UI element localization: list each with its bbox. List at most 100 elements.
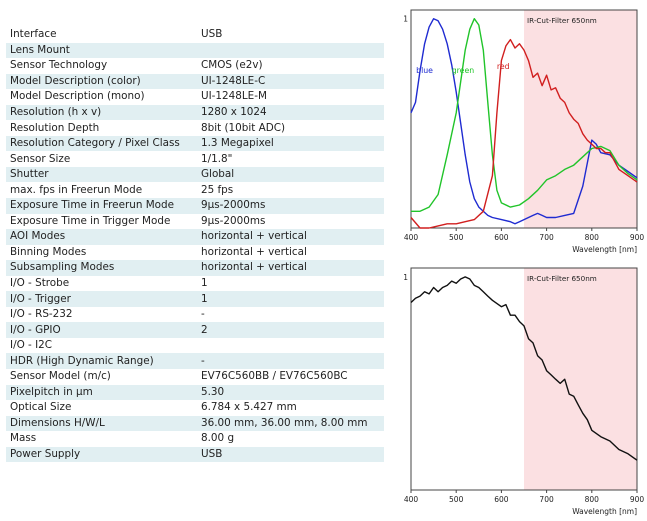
x-tick-label: 400 (404, 233, 419, 242)
plot-frame (410, 267, 638, 491)
spec-label: I/O - RS-232 (10, 308, 73, 321)
spec-label: Interface (10, 28, 57, 41)
table-row: Sensor Model (m/c) EV76C560BB / EV76C560B… (6, 369, 384, 385)
spec-label: Resolution Depth (10, 121, 100, 134)
table-row: Binning Modes horizontal + vertical (6, 244, 384, 261)
spectral-response-chart-mono: IR-Cut-Filter 650nm 1 400 500 600 700 800 900 Wa… (403, 267, 645, 516)
x-tick-label: 800 (585, 495, 600, 504)
table-row: Exposure Time in Freerun Mode 9µs-2000ms (6, 198, 384, 214)
spec-value: 1 (201, 292, 208, 305)
spec-value: horizontal + vertical (201, 245, 307, 258)
spec-label: Exposure Time in Freerun Mode (10, 199, 175, 212)
plot-frame (410, 9, 638, 229)
table-row: Power Supply USB (6, 446, 384, 463)
spec-label: Model Description (color) (10, 74, 141, 87)
spec-value: 36.00 mm, 36.00 mm, 8.00 mm (201, 416, 368, 429)
ir-cut-region (524, 268, 637, 490)
spec-value: UI-1248LE-M (201, 90, 267, 103)
spec-value: CMOS (e2v) (201, 59, 263, 72)
spec-value: UI-1248LE-C (201, 74, 266, 87)
x-tick-label: 700 (539, 233, 554, 242)
table-row: Subsampling Modes horizontal + vertical (6, 260, 384, 276)
spec-label: I/O - GPIO (10, 323, 61, 336)
series-line-green (411, 18, 638, 212)
spec-label: Exposure Time in Trigger Mode (10, 214, 171, 227)
spec-label: Dimensions H/W/L (10, 416, 105, 429)
spec-label: Model Description (mono) (10, 90, 145, 103)
table-row: Resolution Depth 8bit (10bit ADC) (6, 120, 384, 136)
spec-value: 1.3 Megapixel (201, 137, 274, 150)
spec-label: Optical Size (10, 401, 72, 414)
x-tick-label: 900 (630, 233, 645, 242)
table-row: HDR (High Dynamic Range) - (6, 353, 384, 370)
spec-label: I/O - I2C (10, 339, 53, 352)
spec-label: Sensor Size (10, 152, 71, 165)
table-row: Interface USB (6, 27, 384, 43)
table-row: Sensor Size 1/1.8" (6, 151, 384, 167)
spec-value: 1/1.8" (201, 152, 233, 165)
y-tick-label: 1 (403, 15, 408, 24)
table-row: I/O - RS-232 - (6, 306, 384, 323)
table-row: Mass 8.00 g (6, 431, 384, 447)
spec-value: Global (201, 168, 235, 181)
spec-value: - (201, 354, 205, 367)
spec-label: Mass (10, 432, 37, 445)
spec-value (196, 338, 384, 354)
x-axis-label: Wavelength [nm] (572, 245, 637, 254)
table-row: max. fps in Freerun Mode 25 fps (6, 182, 384, 199)
spec-label: Binning Modes (10, 245, 87, 258)
spec-label: Resolution Category / Pixel Class (10, 137, 180, 150)
spec-label: Subsampling Modes (10, 261, 115, 274)
spec-value: horizontal + vertical (201, 261, 307, 274)
y-tick-label: 1 (403, 273, 408, 282)
spec-value: 9µs-2000ms (201, 199, 266, 212)
series-label-green: green (452, 66, 475, 75)
spec-value: 9µs-2000ms (201, 214, 266, 227)
spec-value: 1 (201, 277, 208, 290)
spec-label: AOI Modes (10, 230, 66, 243)
table-row: AOI Modes horizontal + vertical (6, 229, 384, 245)
spec-value: - (201, 308, 205, 321)
table-row: I/O - Strobe 1 (6, 275, 384, 292)
table-row: Dimensions H/W/L 36.00 mm, 36.00 mm, 8.00… (6, 415, 384, 432)
table-row: Sensor Technology CMOS (e2v) (6, 58, 384, 74)
spec-value: 6.784 x 5.427 mm (201, 401, 297, 414)
table-row: Model Description (color) UI-1248LE-C (6, 73, 384, 90)
x-axis-label: Wavelength [nm] (572, 507, 637, 516)
spectral-response-chart-color: IR-Cut-Filter 650nm 1 400 500 600 700 800 900 Wa… (403, 9, 645, 254)
spec-label: I/O - Trigger (10, 292, 71, 305)
table-row: Resolution Category / Pixel Class 1.3 Meg… (6, 135, 384, 152)
spec-value: 8bit (10bit ADC) (201, 121, 286, 134)
spec-value: 1280 x 1024 (201, 106, 267, 118)
x-tick-label: 500 (449, 233, 464, 242)
series-line-blue (410, 18, 638, 225)
table-row: Resolution (h x v) 1280 x 1024 (6, 104, 384, 121)
spec-label: Pixelpitch in µm (10, 385, 93, 398)
series-label-red: red (497, 62, 510, 71)
spec-label: Sensor Technology (10, 59, 108, 72)
spec-value: USB (201, 28, 223, 41)
x-tick-label: 900 (630, 495, 645, 504)
table-row: Exposure Time in Trigger Mode 9µs-2000ms (6, 213, 384, 230)
table-row: Optical Size 6.784 x 5.427 mm (6, 400, 384, 416)
table-row: Model Description (mono) UI-1248LE-M (6, 89, 384, 105)
x-tick-label: 800 (585, 233, 600, 242)
table-row: I/O - I2C (6, 337, 384, 354)
table-row: Lens Mount (6, 42, 384, 59)
spec-value: 5.30 (201, 385, 225, 398)
table-row: Pixelpitch in µm 5.30 (6, 384, 384, 401)
spec-label: HDR (High Dynamic Range) (10, 354, 154, 367)
x-tick-label: 500 (449, 495, 464, 504)
spec-value: horizontal + vertical (201, 230, 307, 243)
table-row: I/O - Trigger 1 (6, 291, 384, 307)
spec-value: USB (201, 448, 223, 461)
table-row: I/O - GPIO 2 (6, 322, 384, 338)
ir-cut-label: IR-Cut-Filter 650nm (527, 16, 597, 25)
table-row: Shutter Global (6, 166, 384, 183)
series-label-blue: blue (416, 66, 433, 75)
series-line-red (410, 38, 638, 229)
series-line-response (410, 276, 638, 461)
spec-label: Resolution (h x v) (10, 106, 102, 118)
spec-value (196, 43, 384, 59)
ir-cut-region (524, 10, 637, 228)
